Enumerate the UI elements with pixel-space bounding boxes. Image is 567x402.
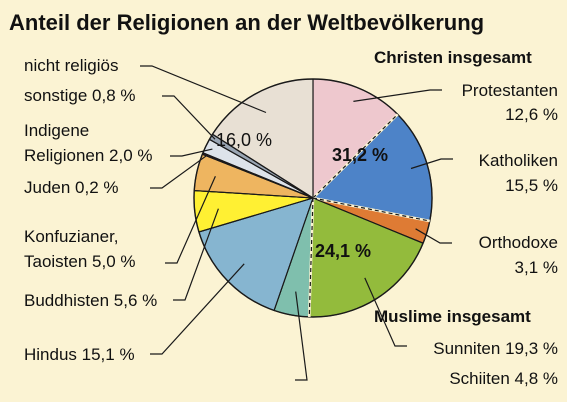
leader-line-katholiken	[410, 158, 453, 170]
inner-label-christen-total: 31,2 %	[332, 145, 388, 165]
group-dividers	[194, 79, 431, 317]
label-orthodoxe: Orthodoxe	[479, 233, 558, 252]
label-protestanten: Protestanten	[462, 81, 558, 100]
label-hindus: Hindus 15,1 %	[24, 345, 135, 364]
leader-line-indigene-religionen	[170, 148, 213, 157]
label-konfuzianer-line1: Konfuzianer,	[24, 227, 119, 246]
leader-line-nicht-religios	[140, 65, 267, 114]
label-schiiten: Schiiten 4,8 %	[449, 369, 558, 388]
label-sunniten: Sunniten 19,3 %	[433, 339, 558, 358]
leader-line-orthodoxe	[415, 228, 452, 244]
label-konfuzianer-line2: Taoisten 5,0 %	[24, 252, 136, 271]
value-katholiken: 15,5 %	[505, 176, 558, 195]
leader-line-protestanten	[353, 89, 442, 102]
dashed-divider-protestanten	[312, 113, 399, 199]
value-protestanten: 12,6 %	[505, 105, 558, 124]
label-katholiken: Katholiken	[479, 151, 558, 170]
label-indigene-line1: Indigene	[24, 121, 89, 140]
inner-label-muslime-total: 24,1 %	[315, 241, 371, 261]
inner-label-nicht-religioes: 16,0 %	[216, 130, 272, 150]
leader-line-juden	[150, 154, 208, 189]
leader-lines	[140, 65, 453, 381]
label-sonstige: sonstige 0,8 %	[24, 86, 136, 105]
leader-line-sunniten	[364, 277, 407, 347]
leader-line-hindus	[150, 263, 245, 355]
group-label-muslime: Muslime insgesamt	[374, 307, 531, 326]
label-juden: Juden 0,2 %	[24, 178, 119, 197]
leader-line-schiiten	[295, 291, 308, 381]
dashed-divider-katholiken	[312, 197, 430, 222]
label-nicht-religioes: nicht religiös	[24, 56, 119, 75]
label-indigene-line2: Religionen 2,0 %	[24, 146, 153, 165]
value-orthodoxe: 3,1 %	[515, 258, 558, 277]
leader-line-buddhisten	[173, 208, 219, 301]
group-label-christen: Christen insgesamt	[374, 48, 532, 67]
dashed-divider-sunniten	[308, 197, 314, 317]
leader-line-sonstige	[162, 95, 216, 140]
leader-line-konfuzianer-taoisten	[165, 175, 216, 264]
chart-title: Anteil der Religionen an der Weltbevölke…	[9, 10, 484, 35]
label-buddhisten: Buddhisten 5,6 %	[24, 291, 157, 310]
